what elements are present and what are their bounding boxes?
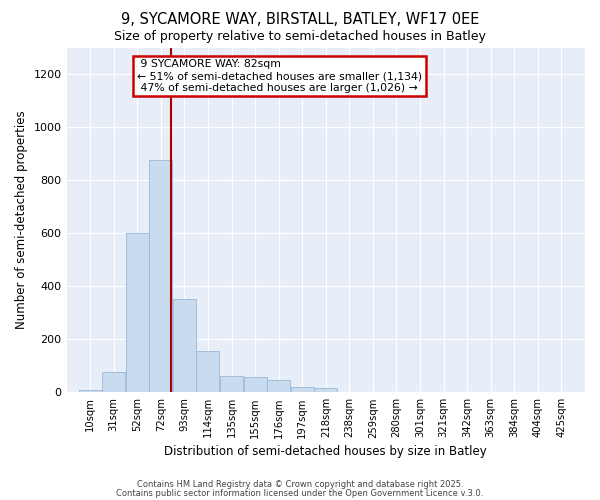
Text: Contains public sector information licensed under the Open Government Licence v.: Contains public sector information licen…: [116, 488, 484, 498]
Y-axis label: Number of semi-detached properties: Number of semi-detached properties: [15, 110, 28, 329]
Bar: [125, 233, 149, 392]
Bar: [173, 300, 196, 392]
Bar: [79, 390, 101, 392]
Bar: [196, 351, 220, 393]
Bar: [290, 387, 314, 392]
Bar: [220, 376, 243, 392]
Bar: [102, 372, 125, 392]
X-axis label: Distribution of semi-detached houses by size in Batley: Distribution of semi-detached houses by …: [164, 444, 487, 458]
Text: 9 SYCAMORE WAY: 82sqm
← 51% of semi-detached houses are smaller (1,134)
 47% of : 9 SYCAMORE WAY: 82sqm ← 51% of semi-deta…: [137, 60, 422, 92]
Text: Size of property relative to semi-detached houses in Batley: Size of property relative to semi-detach…: [114, 30, 486, 43]
Bar: [244, 377, 266, 392]
Text: 9, SYCAMORE WAY, BIRSTALL, BATLEY, WF17 0EE: 9, SYCAMORE WAY, BIRSTALL, BATLEY, WF17 …: [121, 12, 479, 28]
Bar: [314, 388, 337, 392]
Text: Contains HM Land Registry data © Crown copyright and database right 2025.: Contains HM Land Registry data © Crown c…: [137, 480, 463, 489]
Bar: [267, 380, 290, 392]
Bar: [149, 160, 172, 392]
